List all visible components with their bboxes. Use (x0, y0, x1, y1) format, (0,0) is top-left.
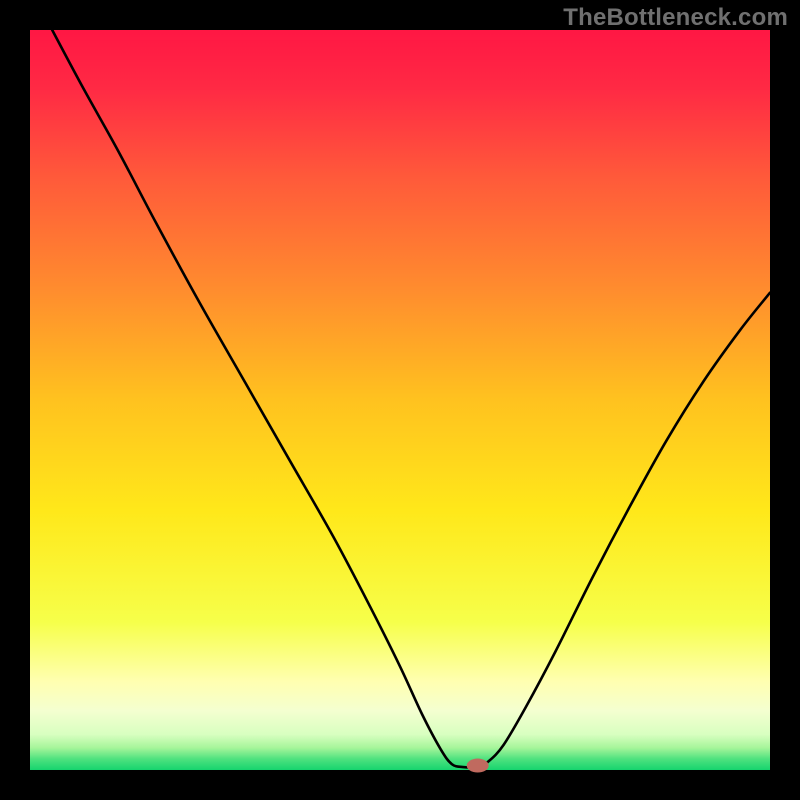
optimal-point-marker (467, 759, 489, 773)
plot-background (30, 30, 770, 770)
watermark-label: TheBottleneck.com (563, 4, 788, 32)
chart-stage: TheBottleneck.com (0, 0, 800, 800)
bottleneck-chart (0, 0, 800, 800)
